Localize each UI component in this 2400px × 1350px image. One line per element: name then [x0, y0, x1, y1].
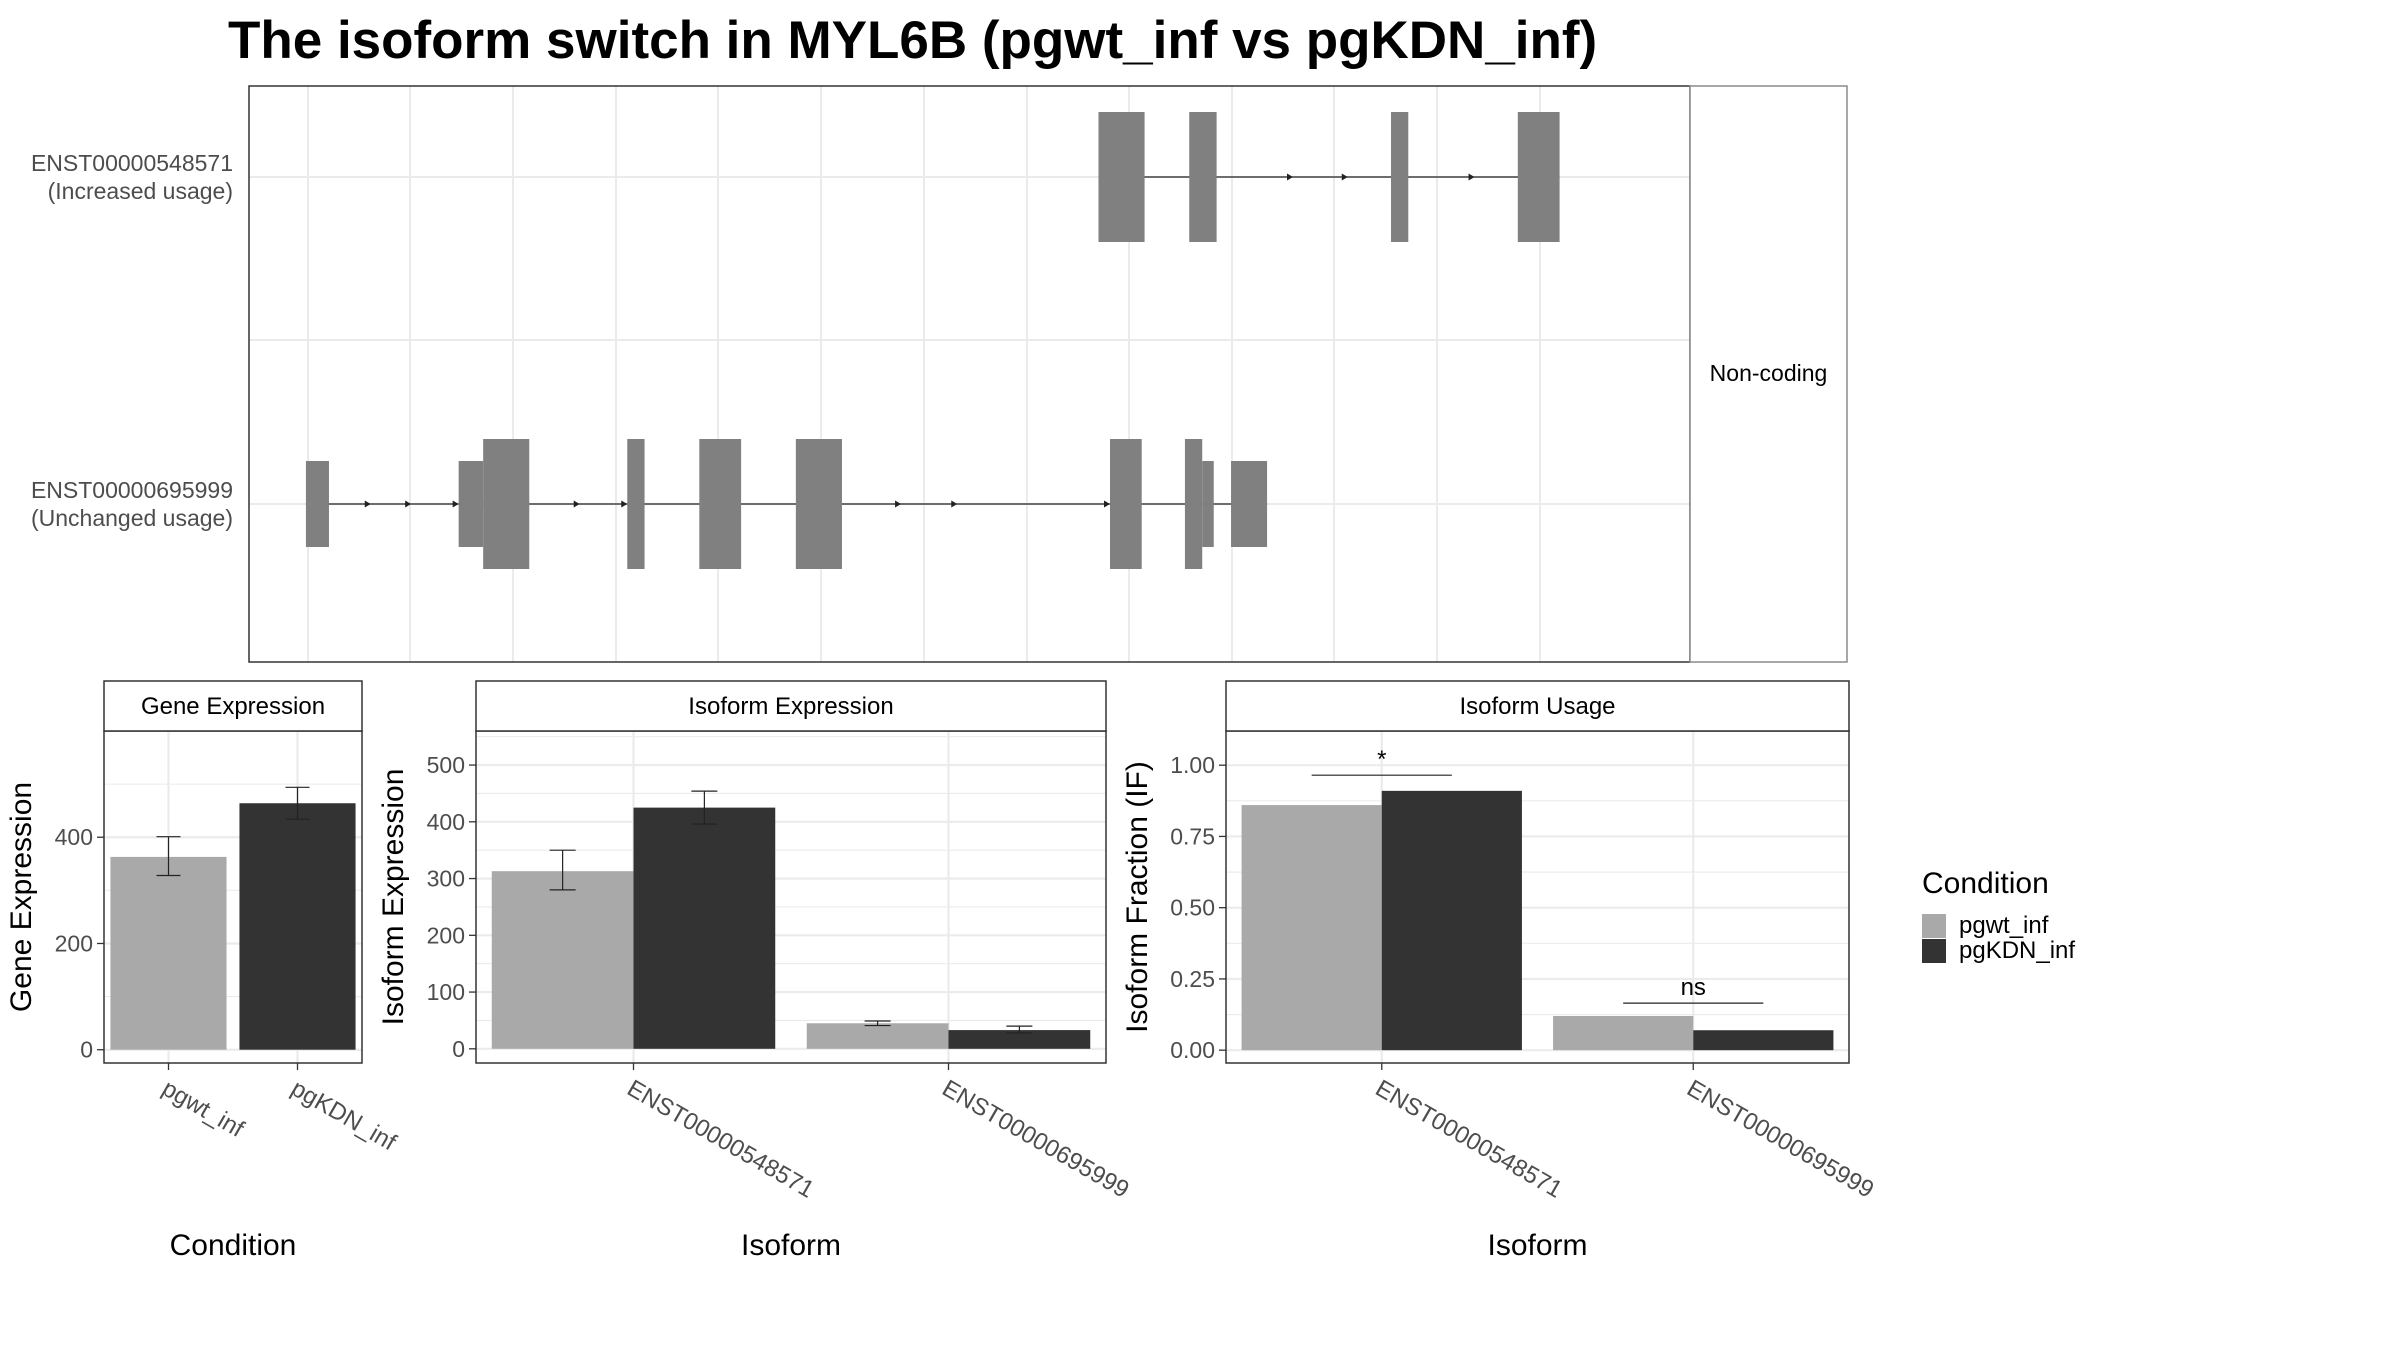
direction-arrow [573, 500, 580, 508]
direction-arrow [951, 500, 958, 508]
bar [239, 803, 356, 1050]
isoform-track: ENST00000695999(Unchanged usage) [31, 439, 1268, 569]
chart-panel: Isoform Expression 0 100 200 300 400 500 ENST00… [377, 680, 1134, 1262]
bar [633, 807, 776, 1049]
y-tick-label: 200 [427, 922, 465, 948]
legend-swatch [1922, 939, 1946, 963]
x-axis-title: Isoform [1487, 1229, 1587, 1262]
direction-arrow [405, 500, 412, 508]
y-tick-label: 0.50 [1170, 895, 1215, 921]
legend-swatch [1922, 914, 1946, 938]
significance-label: * [1377, 746, 1386, 773]
structure-panel: Non-coding ENST00000548571(Increased usag… [31, 85, 1848, 663]
bar [1241, 805, 1382, 1051]
exon-block [1109, 439, 1142, 569]
bar [1553, 1015, 1694, 1051]
x-axis-title: Condition [170, 1229, 297, 1262]
y-tick-label: 500 [427, 752, 465, 778]
exon-block [1184, 439, 1203, 569]
y-tick-label: 200 [55, 930, 93, 956]
direction-arrow [1341, 173, 1348, 181]
x-tick-label: pgKDN_inf [287, 1075, 401, 1157]
y-tick-label: 300 [427, 866, 465, 892]
y-tick-label: 400 [427, 809, 465, 835]
bar [806, 1023, 949, 1049]
x-tick-label: ENST00000548571 [1371, 1075, 1567, 1204]
y-tick-label: 0.75 [1170, 823, 1215, 849]
direction-arrow [621, 500, 628, 508]
chart-panel: * ns Isoform Usage 0.00 0.25 0.50 0.75 1.00 ENST… [1121, 680, 1878, 1262]
x-axis-title: Isoform [741, 1229, 841, 1262]
y-axis-title: Gene Expression [5, 782, 38, 1012]
legend-title: Condition [1922, 867, 2049, 900]
y-tick-label: 0 [80, 1037, 93, 1063]
direction-arrow [1287, 173, 1294, 181]
exon-block [1189, 112, 1217, 242]
exon-block [795, 439, 842, 569]
y-axis-title: Isoform Fraction (IF) [1121, 761, 1154, 1033]
direction-arrow [364, 500, 371, 508]
chart-strip-label: Isoform Expression [688, 693, 893, 720]
legend-label: pgKDN_inf [1959, 937, 2075, 964]
isoform-usage-label: (Unchanged usage) [31, 505, 233, 531]
exon-block [1390, 112, 1409, 242]
isoform-label: ENST00000695999 [31, 477, 233, 503]
chart-panel: Gene Expression 0 200 400 pgwt_inf pgKDN_inf C… [5, 680, 401, 1262]
structure-strip [1689, 85, 1848, 663]
exon-block [1202, 461, 1214, 547]
y-tick-label: 0 [452, 1036, 465, 1062]
chart-strip-label: Isoform Usage [1459, 693, 1615, 720]
bar [1381, 790, 1522, 1051]
direction-arrow [895, 500, 902, 508]
y-tick-label: 400 [55, 824, 93, 850]
chart-strip [103, 680, 363, 732]
structure-strip-label: Non-coding [1710, 360, 1828, 386]
exon-block [699, 439, 742, 569]
direction-arrow [1468, 173, 1475, 181]
exon-block [458, 461, 484, 547]
y-axis-title: Isoform Expression [377, 769, 410, 1026]
direction-arrow [1103, 500, 1110, 508]
chart-strip [1225, 680, 1850, 732]
exon-block [1231, 461, 1268, 547]
figure-title: The isoform switch in MYL6B (pgwt_inf vs… [228, 11, 1597, 70]
chart-strip [475, 680, 1107, 732]
exon-block [483, 439, 530, 569]
x-tick-label: pgwt_inf [158, 1075, 249, 1143]
exon-block [627, 439, 645, 569]
structure-panel-background [249, 86, 1690, 662]
isoform-label: ENST00000548571 [31, 150, 233, 176]
y-tick-label: 100 [427, 979, 465, 1005]
bar [110, 856, 227, 1050]
y-tick-label: 0.25 [1170, 966, 1215, 992]
bar [1693, 1030, 1834, 1051]
exon-block [305, 461, 329, 547]
isoform-usage-label: (Increased usage) [48, 178, 233, 204]
x-tick-label: ENST00000695999 [1682, 1075, 1878, 1204]
significance-label: ns [1681, 974, 1706, 1001]
isoform-track: ENST00000548571(Increased usage) [31, 112, 1560, 242]
exon-block [1517, 112, 1560, 242]
direction-arrow [452, 500, 459, 508]
chart-strip-label: Gene Expression [141, 693, 325, 720]
y-tick-label: 0.00 [1170, 1037, 1215, 1063]
bar [491, 871, 634, 1049]
x-tick-label: ENST00000548571 [623, 1075, 819, 1204]
legend-label: pgwt_inf [1959, 912, 2049, 939]
bar [948, 1030, 1091, 1049]
x-tick-label: ENST00000695999 [938, 1075, 1134, 1204]
exon-block [1098, 112, 1145, 242]
y-tick-label: 1.00 [1170, 752, 1215, 778]
